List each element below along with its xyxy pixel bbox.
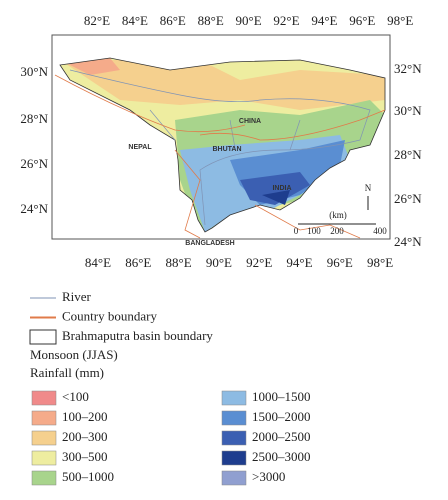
scale-unit: (km)	[329, 210, 347, 220]
legend-swatch	[31, 410, 57, 426]
legend-box	[29, 329, 57, 345]
legend-swatch	[31, 450, 57, 466]
scale-tick: 200	[330, 226, 344, 236]
legend-class-label: 1000–1500	[252, 389, 311, 404]
legend-class-label: 2500–3000	[252, 449, 311, 464]
legend-swatch	[221, 390, 247, 406]
top-lon-label: 92°E	[273, 13, 299, 28]
bottom-lon-label: 86°E	[125, 255, 151, 270]
top-lon-label: 84°E	[122, 13, 148, 28]
left-lat-label: 26°N	[20, 156, 48, 171]
bottom-lon-label: 88°E	[166, 255, 192, 270]
legend-swatch	[221, 470, 247, 486]
country-boundaries	[54, 74, 386, 239]
scale-bar	[298, 196, 376, 225]
scale-tick: 0	[294, 226, 299, 236]
legend-class-label: 200–300	[62, 429, 108, 444]
legend-class-label: 500–1000	[62, 469, 114, 484]
legend-line-label: Country boundary	[62, 308, 157, 323]
right-lat-label: 32°N	[394, 61, 422, 76]
left-lat-label: 24°N	[20, 201, 48, 216]
basin-boundary	[59, 57, 386, 233]
scale-tick: 100	[307, 226, 321, 236]
right-lat-label: 30°N	[394, 103, 422, 118]
legend-title: Rainfall (mm)	[30, 365, 104, 380]
region-label: BANGLADESH	[185, 240, 234, 247]
right-lat-label: 24°N	[394, 234, 422, 249]
legend-swatch	[31, 470, 57, 486]
bottom-lon-label: 92°E	[246, 255, 272, 270]
legend-class-label: 100–200	[62, 409, 108, 424]
legend-swatch	[31, 390, 57, 406]
legend-class-label: <100	[62, 389, 89, 404]
left-lat-label: 28°N	[20, 111, 48, 126]
north-arrow: N	[365, 183, 372, 193]
region-label: NEPAL	[128, 144, 152, 151]
top-lon-label: 96°E	[349, 13, 375, 28]
top-lon-label: 82°E	[84, 13, 110, 28]
bottom-lon-label: 94°E	[286, 255, 312, 270]
bottom-lon-label: 96°E	[327, 255, 353, 270]
legend-line-label: Brahmaputra basin boundary	[62, 328, 213, 343]
top-lon-label: 90°E	[236, 13, 262, 28]
bottom-lon-label: 84°E	[85, 255, 111, 270]
scale-tick: 400	[373, 226, 387, 236]
bottom-lon-label: 90°E	[206, 255, 232, 270]
top-lon-label: 86°E	[160, 13, 186, 28]
legend-swatch	[31, 430, 57, 446]
map-frame	[51, 34, 391, 240]
legend-class-label: 300–500	[62, 449, 108, 464]
top-lon-label: 88°E	[198, 13, 224, 28]
legend-class-label: 1500–2000	[252, 409, 311, 424]
region-label: INDIA	[272, 185, 291, 192]
legend-line-label: River	[62, 289, 92, 304]
right-lat-label: 26°N	[394, 191, 422, 206]
region-label: CHINA	[239, 118, 261, 125]
left-lat-label: 30°N	[20, 64, 48, 79]
top-lon-label: 98°E	[387, 13, 413, 28]
legend-swatch	[221, 450, 247, 466]
legend-title: Monsoon (JJAS)	[30, 347, 118, 362]
right-lat-label: 28°N	[394, 147, 422, 162]
legend-class-label: 2000–2500	[252, 429, 311, 444]
bottom-lon-label: 98°E	[367, 255, 393, 270]
legend-swatch	[221, 410, 247, 426]
legend-class-label: >3000	[252, 469, 285, 484]
legend-swatch	[221, 430, 247, 446]
region-label: BHUTAN	[212, 146, 241, 153]
top-lon-label: 94°E	[311, 13, 337, 28]
